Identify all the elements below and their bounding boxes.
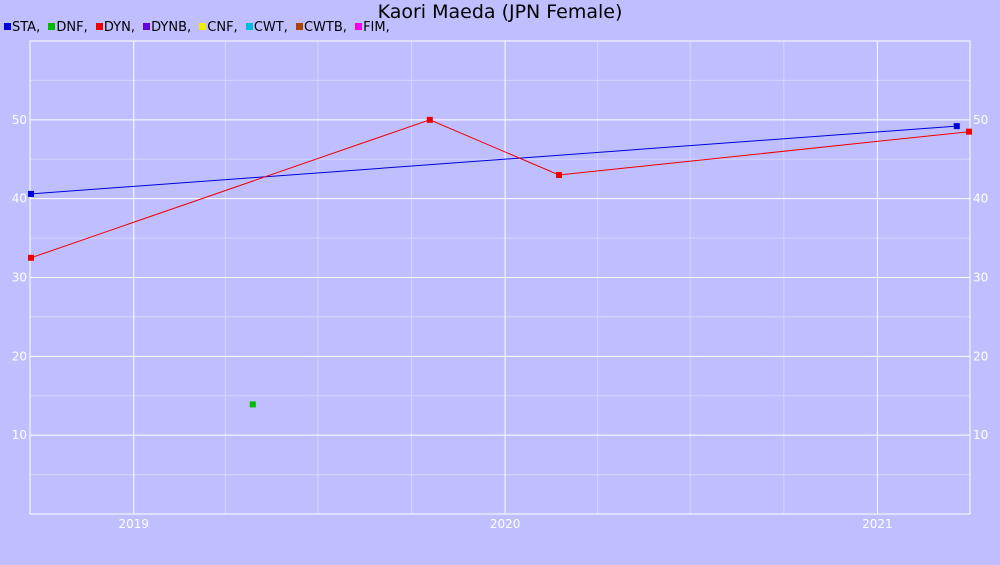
data-point-sta-1	[953, 123, 960, 130]
x-tick-label-2019: 2019	[118, 517, 149, 531]
legend-swatch-sta	[4, 23, 11, 30]
legend-item-fim: FIM,	[355, 20, 390, 35]
legend-swatch-fim	[355, 23, 363, 30]
y-tick-label-right-30: 30	[973, 271, 988, 285]
legend-swatch-cwtb	[295, 23, 303, 30]
legend-label-dnf: DNF,	[56, 20, 88, 35]
legend: STA, DNF, DYN, DYNB, CNF, CWT, CWTB, FIM…	[4, 20, 394, 35]
data-point-dyn-1	[426, 116, 433, 123]
y-tick-label-left-40: 40	[12, 192, 27, 206]
legend-label-cwtb: CWTB,	[303, 20, 347, 35]
legend-item-cwtb: CWTB,	[295, 20, 347, 35]
y-tick-label-left-30: 30	[12, 271, 27, 285]
data-point-sta-0	[28, 190, 35, 197]
legend-label-cwt: CWT,	[253, 20, 288, 35]
chart-title: Kaori Maeda (JPN Female)	[377, 1, 623, 23]
legend-swatch-cnf	[199, 23, 207, 30]
y-tick-label-left-20: 20	[12, 349, 27, 363]
legend-item-cwt: CWT,	[245, 20, 288, 35]
legend-item-dyn: DYN,	[95, 20, 135, 35]
legend-swatch-dnf	[48, 23, 56, 30]
legend-item-cnf: CNF,	[199, 20, 238, 35]
legend-swatch-dynb	[143, 23, 151, 30]
legend-label-fim: FIM,	[363, 20, 390, 35]
y-tick-label-right-10: 10	[973, 428, 988, 442]
y-tick-label-right-50: 50	[973, 113, 988, 127]
legend-label-dyn: DYN,	[103, 20, 135, 35]
legend-label-sta: STA,	[12, 20, 41, 35]
x-tick-label-2021: 2021	[862, 517, 893, 531]
y-tick-label-right-20: 20	[973, 349, 988, 363]
legend-label-cnf: CNF,	[207, 20, 238, 35]
data-point-dnf-0	[249, 401, 256, 408]
y-tick-label-left-50: 50	[12, 113, 27, 127]
plot-frame	[29, 40, 971, 515]
legend-item-sta: STA,	[4, 20, 40, 35]
series-line-sta	[30, 125, 957, 195]
y-tick-label-right-40: 40	[973, 192, 988, 206]
y-tick-label-left-10: 10	[12, 428, 27, 442]
legend-swatch-cwt	[245, 23, 253, 30]
data-point-dyn-3	[965, 128, 972, 135]
legend-item-dnf: DNF,	[48, 20, 88, 35]
legend-label-dynb: DYNB,	[151, 20, 192, 35]
series-line-dyn	[30, 119, 970, 259]
data-point-dyn-0	[28, 254, 35, 261]
x-tick-label-2020: 2020	[490, 517, 521, 531]
legend-swatch-dyn	[95, 23, 103, 30]
legend-item-dynb: DYNB,	[143, 20, 191, 35]
data-point-dyn-2	[556, 172, 563, 179]
